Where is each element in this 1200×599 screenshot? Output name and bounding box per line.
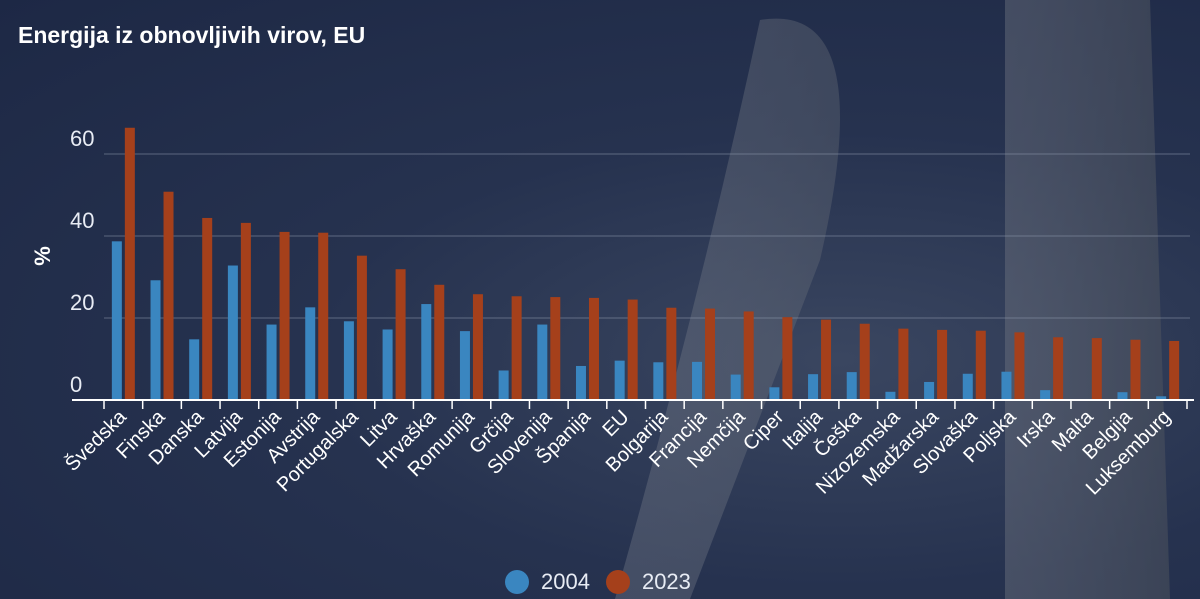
bar-2004-14[interactable] (653, 362, 664, 400)
bar-2004-3[interactable] (227, 265, 238, 400)
bar-2023-21[interactable] (937, 329, 948, 400)
bar-2023-14[interactable] (666, 307, 677, 400)
bar-2004-11[interactable] (537, 324, 548, 400)
y-tick-label-20: 20 (70, 290, 94, 315)
bar-2004-7[interactable] (382, 329, 393, 400)
bar-2004-2[interactable] (189, 339, 200, 400)
legend-swatch-2023 (605, 570, 630, 594)
bar-2004-24[interactable] (1040, 390, 1051, 400)
bar-2004-10[interactable] (498, 370, 509, 400)
bar-2023-24[interactable] (1053, 337, 1064, 400)
bar-2004-4[interactable] (266, 324, 277, 400)
legend-swatch-2004 (505, 570, 529, 594)
bar-2023-8[interactable] (434, 284, 445, 400)
bar-2004-21[interactable] (924, 381, 935, 400)
bar-2023-13[interactable] (627, 299, 638, 400)
bar-2004-6[interactable] (343, 321, 354, 400)
bar-2023-6[interactable] (356, 255, 367, 400)
bar-2023-25[interactable] (1091, 338, 1102, 400)
bar-2023-27[interactable] (1169, 340, 1180, 400)
legend-label-2004: 2004 (541, 569, 590, 594)
bar-2023-22[interactable] (975, 330, 986, 400)
bar-2004-17[interactable] (769, 387, 780, 400)
bar-2004-12[interactable] (575, 365, 586, 400)
bar-2004-22[interactable] (962, 373, 973, 400)
x-tick-label-17: Ciper (739, 406, 789, 456)
bar-2004-15[interactable] (692, 361, 703, 400)
y-tick-label-0: 0 (70, 372, 82, 397)
y-tick-label-60: 60 (70, 126, 94, 151)
bar-2023-16[interactable] (743, 311, 754, 400)
y-tick-label-40: 40 (70, 208, 94, 233)
bar-2004-8[interactable] (421, 304, 432, 400)
bar-2023-23[interactable] (1014, 332, 1025, 400)
bar-2023-12[interactable] (588, 297, 599, 400)
bar-2023-19[interactable] (859, 323, 870, 400)
bar-2004-26[interactable] (1117, 392, 1128, 400)
bar-2023-15[interactable] (705, 308, 716, 400)
bar-2023-17[interactable] (782, 317, 793, 400)
bar-2023-26[interactable] (1130, 339, 1141, 400)
bar-2004-13[interactable] (614, 360, 625, 400)
bar-2004-18[interactable] (808, 374, 819, 400)
bar-2004-1[interactable] (150, 280, 161, 400)
bar-2023-18[interactable] (821, 319, 832, 400)
bar-2023-5[interactable] (318, 232, 329, 400)
bar-2023-1[interactable] (163, 191, 174, 400)
bar-2004-5[interactable] (305, 307, 316, 400)
y-axis-title: % (30, 246, 55, 266)
bar-2023-9[interactable] (472, 294, 483, 400)
bar-2004-0[interactable] (111, 241, 122, 400)
bar-2004-23[interactable] (1001, 371, 1012, 400)
bar-2023-20[interactable] (898, 328, 909, 400)
bar-2004-9[interactable] (459, 331, 470, 400)
bar-2004-20[interactable] (885, 391, 896, 400)
chart-title: Energija iz obnovljivih virov, EU (18, 22, 366, 48)
legend-item-2004[interactable]: 2004 (505, 569, 590, 595)
bar-2023-4[interactable] (279, 231, 290, 400)
bar-2023-10[interactable] (511, 296, 522, 400)
legend-item-2023[interactable]: 2023 (605, 569, 691, 595)
bar-2023-3[interactable] (240, 222, 251, 400)
bar-2023-7[interactable] (395, 269, 406, 400)
legend-label-2023: 2023 (641, 569, 691, 594)
bar-2004-16[interactable] (730, 374, 741, 400)
legend: 2004 2023 (505, 568, 691, 596)
bar-2023-2[interactable] (202, 217, 213, 400)
bar-2004-19[interactable] (846, 372, 857, 400)
bar-2023-11[interactable] (550, 297, 561, 400)
bar-2023-0[interactable] (124, 127, 135, 400)
bar-2004-27[interactable] (1156, 396, 1167, 400)
